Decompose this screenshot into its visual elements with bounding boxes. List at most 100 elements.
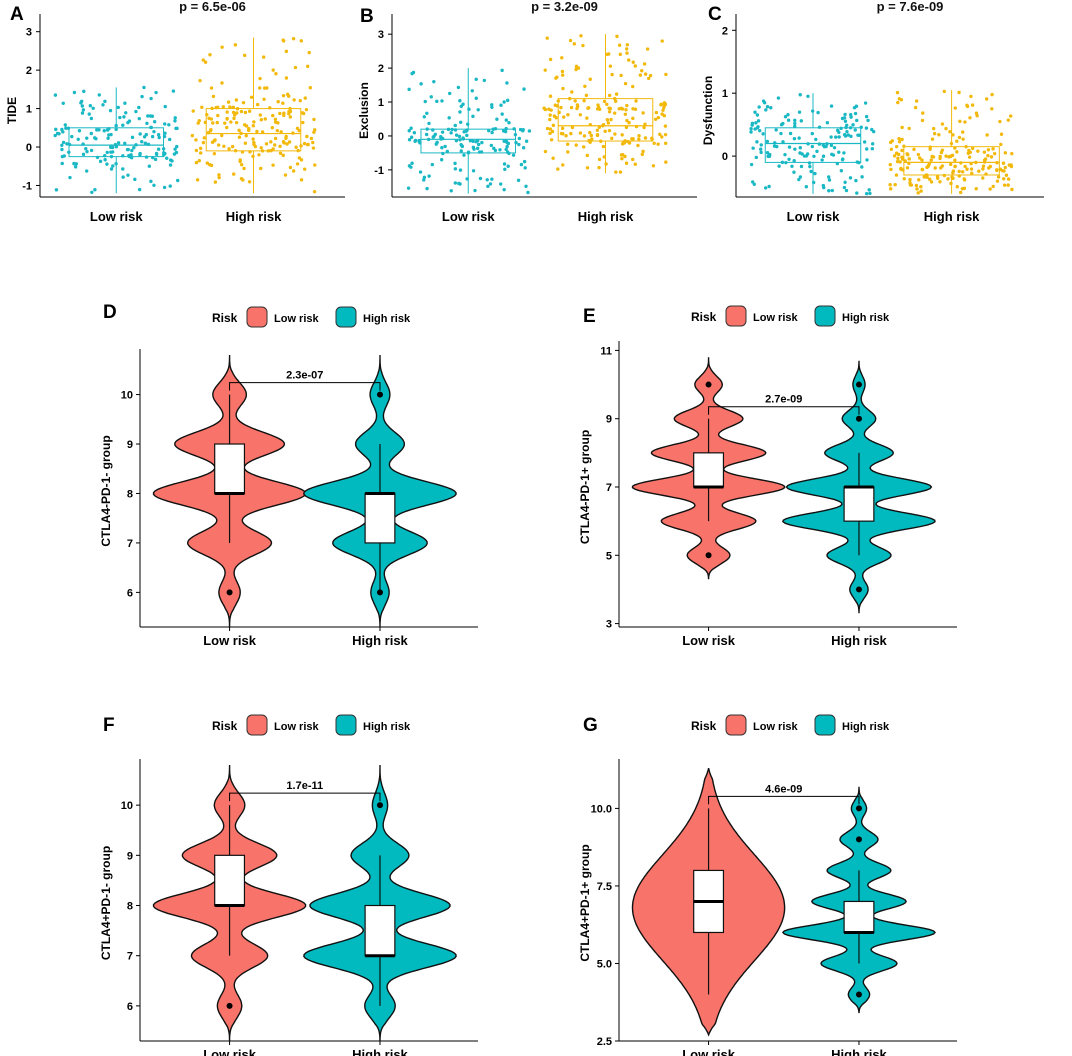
jitter-point (482, 78, 487, 83)
jitter-point (553, 103, 557, 107)
jitter-point (548, 131, 552, 136)
box (214, 443, 246, 495)
jitter-point (95, 155, 100, 160)
jitter-point (860, 165, 864, 169)
jitter-point (471, 114, 475, 119)
jitter-point (308, 85, 313, 90)
x-tick-label: High risk (352, 633, 408, 648)
jitter-point (249, 95, 254, 99)
jitter-point (894, 144, 899, 149)
jitter-point (1004, 173, 1009, 177)
jitter-point (564, 134, 568, 138)
jitter-point (62, 154, 66, 158)
jitter-point (597, 125, 602, 129)
jitter-point (309, 136, 314, 141)
jitter-point (1002, 169, 1006, 173)
jitter-point (974, 111, 979, 115)
jitter-point (916, 152, 921, 157)
jitter-point (145, 121, 149, 126)
jitter-point (259, 118, 264, 122)
jitter-point (645, 47, 650, 51)
jitter-point (587, 139, 591, 143)
jitter-point (511, 153, 516, 157)
y-axis-label: CTLA4+PD-1- group (99, 846, 113, 960)
jitter-point (548, 57, 553, 62)
jitter-point (557, 110, 561, 115)
jitter-point (868, 191, 872, 196)
jitter-point (618, 52, 622, 57)
jitter-point (105, 128, 110, 132)
jitter-point (935, 175, 940, 179)
jitter-point (912, 147, 916, 152)
jitter-point (842, 151, 846, 155)
jitter-point (260, 149, 265, 153)
jitter-point (427, 174, 431, 178)
jitter-point (199, 151, 203, 155)
jitter-point (235, 111, 239, 115)
p-value-annotation: 2.3e-07 (286, 370, 323, 382)
jitter-point (756, 119, 761, 123)
jitter-point (969, 94, 973, 99)
violin-group-low-risk (631, 357, 786, 580)
legend-title: Risk (212, 311, 238, 325)
jitter-point (889, 167, 893, 172)
jitter-point (459, 149, 463, 153)
jitter-point (87, 112, 91, 116)
jitter-point (620, 157, 624, 161)
y-tick-label: 8 (127, 901, 133, 913)
jitter-point (241, 100, 246, 105)
jitter-point (807, 161, 812, 165)
jitter-point (942, 173, 947, 178)
jitter-point (631, 116, 635, 121)
jitter-point (55, 131, 60, 136)
jitter-point (281, 93, 286, 98)
jitter-point (76, 137, 80, 142)
jitter-point (860, 175, 864, 179)
jitter-point (631, 84, 635, 89)
jitter-point (559, 131, 564, 136)
jitter-point (900, 125, 904, 130)
jitter-point (643, 122, 647, 126)
panel-label: D (103, 302, 117, 323)
jitter-point (101, 103, 105, 107)
jitter-point (298, 98, 302, 103)
jitter-point (449, 189, 453, 193)
jitter-point (987, 166, 991, 170)
jitter-point (226, 100, 231, 104)
jitter-point (313, 163, 317, 167)
jitter-point (137, 187, 142, 192)
jitter-point (637, 137, 641, 141)
jitter-point (992, 151, 997, 156)
jitter-point (410, 71, 414, 76)
jitter-point (761, 132, 765, 136)
jitter-point (550, 129, 555, 134)
jitter-point (527, 129, 532, 133)
jitter-point (302, 167, 307, 171)
jitter-point (572, 42, 577, 46)
jitter-point (800, 152, 804, 156)
jitter-point (547, 107, 551, 111)
jitter-point (89, 131, 94, 136)
jitter-point (285, 142, 289, 146)
jitter-point (237, 135, 242, 139)
jitter-point (548, 113, 552, 117)
jitter-point (781, 140, 785, 144)
jitter-point (208, 53, 212, 57)
jitter-point (859, 125, 863, 129)
jitter-point (202, 136, 207, 140)
violin-group-high-risk (303, 765, 457, 1042)
jitter-point (560, 73, 565, 77)
jitter-point (201, 58, 205, 62)
jitter-point (72, 161, 76, 166)
jitter-point (758, 147, 763, 151)
jitter-point (837, 130, 841, 135)
jitter-point (490, 103, 494, 107)
jitter-point (777, 164, 781, 168)
jitter-point (548, 127, 553, 131)
outlier-point (855, 586, 862, 593)
jitter-point (507, 121, 511, 125)
legend-title: Risk (691, 719, 717, 733)
jitter-point (498, 148, 502, 152)
jitter-point (241, 178, 245, 182)
jitter-point (637, 134, 641, 138)
